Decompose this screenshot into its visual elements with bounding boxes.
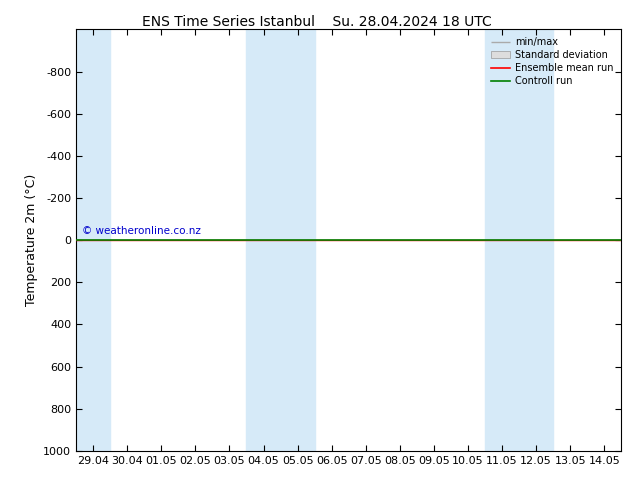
Y-axis label: Temperature 2m (°C): Temperature 2m (°C) bbox=[25, 174, 37, 306]
Text: © weatheronline.co.nz: © weatheronline.co.nz bbox=[82, 226, 200, 236]
Bar bbox=[485, 29, 553, 451]
Bar bbox=[76, 29, 110, 451]
Text: ENS Time Series Istanbul    Su. 28.04.2024 18 UTC: ENS Time Series Istanbul Su. 28.04.2024 … bbox=[142, 15, 492, 29]
Bar bbox=[247, 29, 314, 451]
Legend: min/max, Standard deviation, Ensemble mean run, Controll run: min/max, Standard deviation, Ensemble me… bbox=[488, 34, 616, 89]
